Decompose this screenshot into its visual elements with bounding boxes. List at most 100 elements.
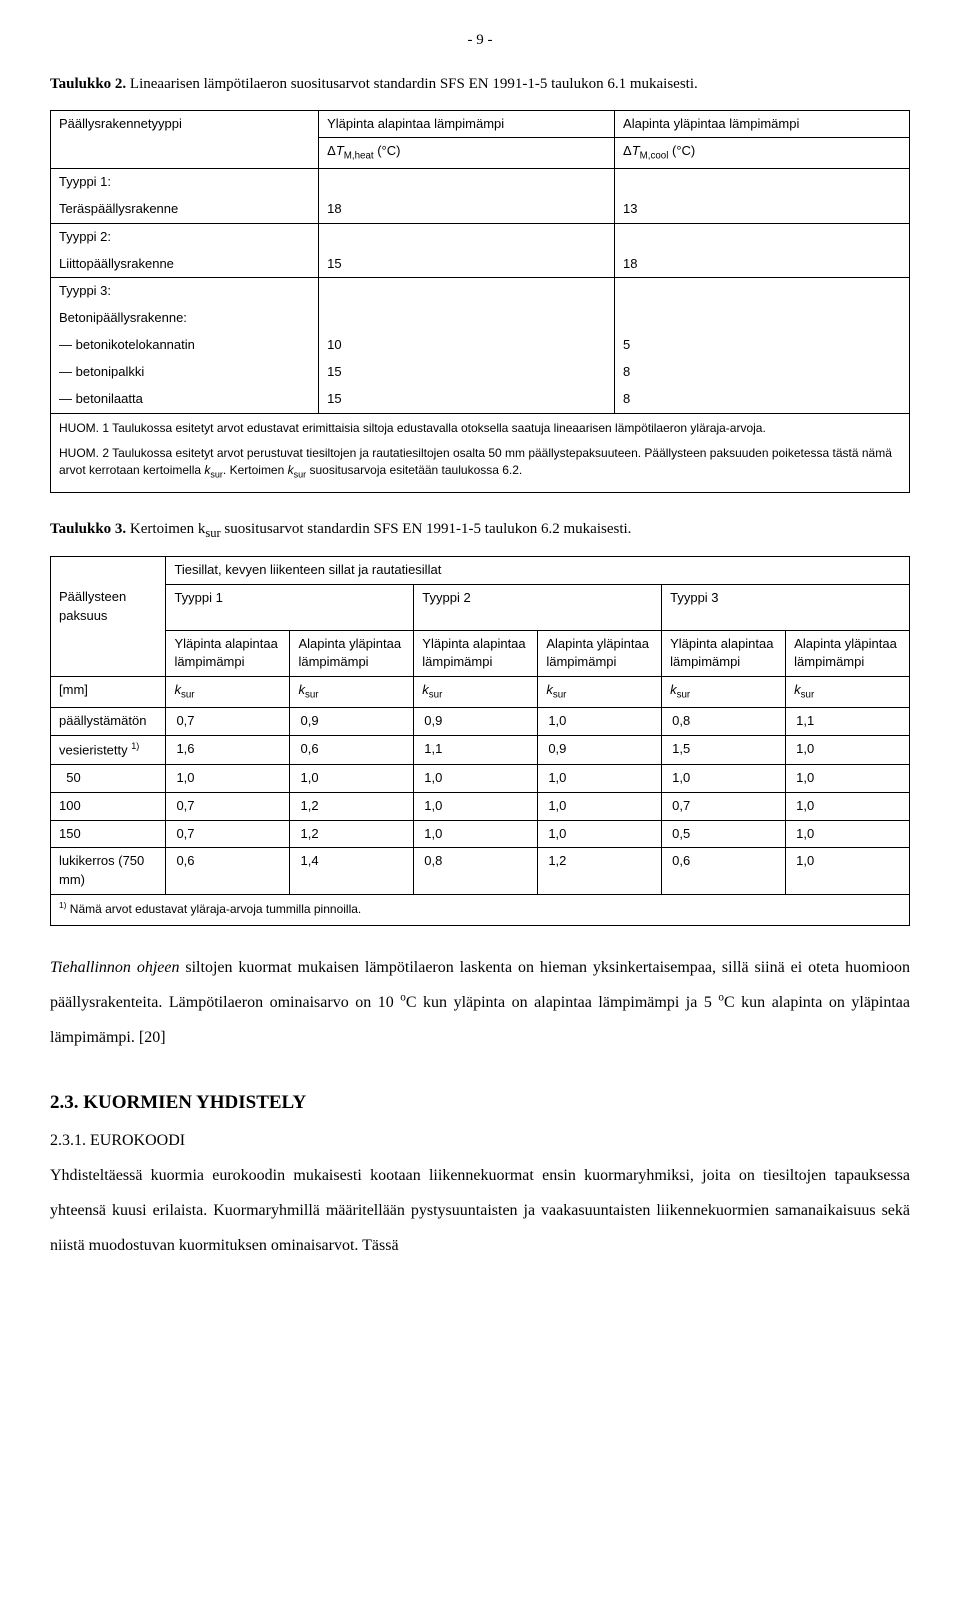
para1a: Tiehallinnon ohjeen [50,959,179,976]
table-row: vesieristetty 1) 1,6 0,6 1,1 0,9 1,5 1,0 [51,735,910,764]
t2-footnote: 1) Nämä arvot edustavat yläraja-arvoja t… [51,895,910,925]
t2-r3-2: 1,0 [414,792,538,820]
t2-r0-5: 1,1 [786,707,910,735]
t2-r1-4: 1,5 [662,735,786,764]
t2-r0-0: 0,7 [166,707,290,735]
t1-h-sub2-sub: M,heat [344,151,374,162]
table1-caption: Taulukko 2. Lineaarisen lämpötilaeron su… [50,74,910,96]
t1-note2c: suositusarvoja esitetään taulukossa 6.2. [306,463,522,477]
t2-k4s: sur [553,690,567,701]
t2-r1-3: 0,9 [538,735,662,764]
t1-h-sub3-pre: Δ [623,143,632,158]
table2-caption-a: Kertoimen k [126,521,205,537]
t2-blank-top-left [51,557,166,585]
t1-h-sub3-var: T [632,143,640,158]
t2-s2b: Alapinta yläpintaa lämpimämpi [538,630,662,677]
t2-r0-l: päällystämätön [51,707,166,735]
t1-note2: HUOM. 2 Taulukossa esitetyt arvot perust… [59,445,901,482]
t2-r2-0: 1,0 [166,764,290,792]
t2-r0-1: 0,9 [290,707,414,735]
t1-h-sub2-var: T [336,143,344,158]
t1-g3-i0-v1: 10 [319,332,615,359]
t1-g3-i1-v1: 15 [319,359,615,386]
t1-r1-v2: 13 [615,196,910,223]
t1-h-sub3-sub: M,cool [640,151,669,162]
t2-k3s: sur [429,690,443,701]
t2-k6: ksur [786,677,910,708]
t1-g3-e1 [319,278,615,305]
t1-g3-e3 [319,305,615,332]
t1-notes: HUOM. 1 Taulukossa esitetyt arvot edusta… [51,413,910,492]
t2-g1: Tyyppi 1 [166,584,414,630]
table-row: päällystämätön 0,7 0,9 0,9 1,0 0,8 1,1 [51,707,910,735]
t1-r2-v2: 18 [615,251,910,278]
table1: Päällysrakennetyyppi Yläpinta alapintaa … [50,110,910,493]
paragraph-1: Tiehallinnon ohjeen siltojen kuormat muk… [50,950,910,1056]
table1-caption-prefix: Taulukko 2. [50,76,126,92]
t2-r3-l: 100 [51,792,166,820]
t1-g3-i2: — betonilaatta [51,386,319,413]
t2-r0-4: 0,8 [662,707,786,735]
t2-fn-text: Nämä arvot edustavat yläraja-arvoja tumm… [66,902,361,916]
t2-r2-1: 1,0 [290,764,414,792]
sub-section-heading: 2.3.1. EUROKOODI [50,1129,910,1152]
table1-caption-text: Lineaarisen lämpötilaeron suositusarvot … [126,76,698,92]
t2-g3: Tyyppi 3 [662,584,910,630]
t2-r4-0: 0,7 [166,820,290,848]
t2-k1: ksur [166,677,290,708]
t1-r2-v2e [615,223,910,250]
t2-k2s: sur [305,690,319,701]
t2-r2-l: 50 [51,764,166,792]
t1-note1: HUOM. 1 Taulukossa esitetyt arvot edusta… [59,420,901,437]
t1-r2-l1: Tyyppi 2: [51,223,319,250]
table2-caption: Taulukko 3. Kertoimen ksur suositusarvot… [50,519,910,542]
t2-r1-1: 0,6 [290,735,414,764]
t2-r4-3: 1,0 [538,820,662,848]
t2-r3-0: 0,7 [166,792,290,820]
t2-r1-sup: 1) [131,741,139,751]
t2-r1-5: 1,0 [786,735,910,764]
t1-g3-e2 [615,278,910,305]
t2-s2a: Yläpinta alapintaa lämpimämpi [414,630,538,677]
t1-r1-v1: 18 [319,196,615,223]
t1-h-sub3-unit: (°C) [668,143,695,158]
section-heading: 2.3. KUORMIEN YHDISTELY [50,1089,910,1117]
t2-r1-l: vesieristetty 1) [51,735,166,764]
t2-r3-5: 1,0 [786,792,910,820]
t1-h-col2: Yläpinta alapintaa lämpimämpi [319,110,615,138]
t2-g2: Tyyppi 2 [414,584,662,630]
t2-k5: ksur [662,677,786,708]
t2-top-header: Tiesillat, kevyen liikenteen sillat ja r… [166,557,910,585]
t2-s1a: Yläpinta alapintaa lämpimämpi [166,630,290,677]
page-number: - 9 - [50,30,910,52]
t2-r3-3: 1,0 [538,792,662,820]
t2-r4-4: 0,5 [662,820,786,848]
t1-g3-l1: Tyyppi 3: [51,278,319,305]
t1-h-sub2: ΔTM,heat (°C) [319,138,615,169]
table-row: 50 1,0 1,0 1,0 1,0 1,0 1,0 [51,764,910,792]
t1-r1-l2: Teräspäällysrakenne [51,196,319,223]
t1-h-sub2-pre: Δ [327,143,336,158]
t2-rowhead: Päällysteen paksuus [51,584,166,630]
t2-r1-0: 1,6 [166,735,290,764]
t1-r2-v1e [319,223,615,250]
t2-r5-5: 1,0 [786,848,910,895]
t1-h-sub3: ΔTM,cool (°C) [615,138,910,169]
table2: Tiesillat, kevyen liikenteen sillat ja r… [50,556,910,926]
t2-r4-2: 1,0 [414,820,538,848]
t2-r2-5: 1,0 [786,764,910,792]
t2-r2-3: 1,0 [538,764,662,792]
t1-h-sub2-unit: (°C) [374,143,401,158]
t2-k3: ksur [414,677,538,708]
t2-r4-l: 150 [51,820,166,848]
table-row: 150 0,7 1,2 1,0 1,0 0,5 1,0 [51,820,910,848]
t2-r1-2: 1,1 [414,735,538,764]
t1-g3-l2: Betonipäällysrakenne: [51,305,319,332]
t2-r5-0: 0,6 [166,848,290,895]
t1-g3-i2-v2: 8 [615,386,910,413]
t2-r0-2: 0,9 [414,707,538,735]
t1-h-col3: Alapinta yläpintaa lämpimämpi [615,110,910,138]
t1-g3-i2-v1: 15 [319,386,615,413]
t1-g3-i0-v2: 5 [615,332,910,359]
t2-r5-3: 1,2 [538,848,662,895]
